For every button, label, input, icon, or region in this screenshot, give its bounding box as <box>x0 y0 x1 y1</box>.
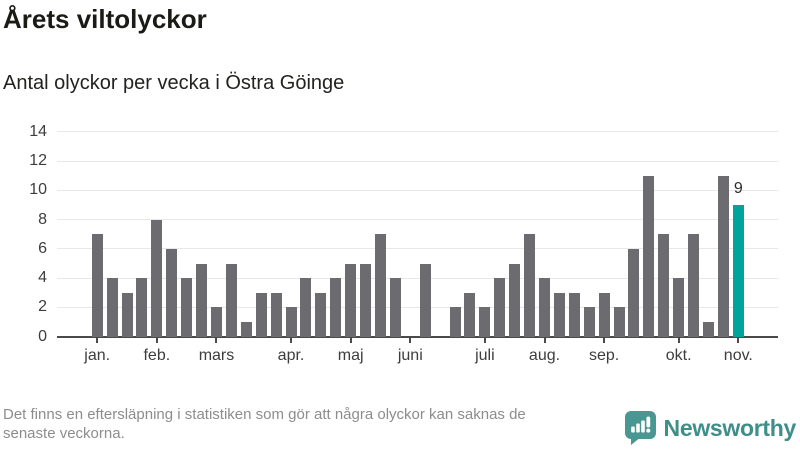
bar <box>553 292 565 337</box>
x-axis-tick <box>409 337 412 343</box>
bar <box>539 278 550 337</box>
x-axis-tick <box>215 337 218 343</box>
newsworthy-wordmark: Newsworthy <box>663 414 797 441</box>
bar <box>240 322 252 337</box>
x-axis-tick <box>483 337 486 343</box>
y-axis-tick-label: 14 <box>29 122 47 140</box>
x-axis-month-label: nov. <box>723 346 753 364</box>
bar <box>524 234 536 337</box>
bar-chart: 0 2 4 6 8 10 12 14 jan. feb. mars apr. maj juni juli au… <box>0 118 800 380</box>
bar <box>136 278 148 337</box>
chart-subtitle: Antal olyckor per vecka i Östra Göinge <box>3 72 345 94</box>
bar <box>703 322 714 337</box>
bar <box>598 292 610 337</box>
footnote-line-2: senaste veckorna. <box>3 425 125 442</box>
y-axis-tick-label: 4 <box>38 269 47 287</box>
x-axis-month-label: aug. <box>528 346 561 364</box>
gridline <box>57 248 778 250</box>
gridline <box>57 219 778 221</box>
bar <box>688 234 700 337</box>
gridline <box>57 277 778 279</box>
bar <box>345 263 357 337</box>
x-axis-tick <box>737 337 740 343</box>
highlight-bar <box>732 204 744 337</box>
y-axis-tick-label: 2 <box>38 298 47 316</box>
x-axis-tick <box>543 337 546 343</box>
x-axis-month-label: mars <box>198 346 235 364</box>
x-axis-tick <box>349 337 352 343</box>
x-axis-month-label: jan. <box>84 346 111 364</box>
bar <box>583 307 595 337</box>
bar <box>374 234 386 337</box>
x-axis-tick <box>155 337 158 343</box>
bar <box>255 292 267 337</box>
bar <box>449 307 461 337</box>
bar <box>568 292 580 337</box>
bar <box>658 234 670 337</box>
page-title: Årets viltolyckor <box>3 4 207 34</box>
bar <box>330 278 342 337</box>
footnote: Det finns en eftersläpning i statistiken… <box>3 405 526 443</box>
x-axis-month-label: maj <box>337 346 364 364</box>
x-axis-tick <box>96 337 99 343</box>
gridline <box>57 131 778 133</box>
bar <box>285 307 297 337</box>
bar <box>479 307 491 337</box>
bar <box>210 307 222 337</box>
bar <box>151 219 163 337</box>
bar <box>270 292 282 337</box>
bar <box>300 278 312 337</box>
x-axis-tick <box>603 337 606 343</box>
bar <box>166 248 178 337</box>
x-axis-tick <box>677 337 680 343</box>
y-axis-tick-label: 0 <box>38 327 47 345</box>
bar <box>91 234 103 337</box>
bar <box>360 263 372 337</box>
x-axis-month-label: okt. <box>665 346 692 364</box>
x-axis-month-label: juli <box>475 346 495 364</box>
x-axis-month-label: feb. <box>143 346 171 364</box>
bar <box>181 278 193 337</box>
y-axis-tick-label: 12 <box>29 152 47 170</box>
gridline <box>57 189 778 191</box>
bar <box>717 175 729 337</box>
bar <box>494 278 506 337</box>
newsworthy-logo: Newsworthy <box>624 411 797 445</box>
bar <box>121 292 133 337</box>
footnote-line-1: Det finns en eftersläpning i statistiken… <box>3 406 526 423</box>
bar <box>643 175 655 337</box>
highlight-value-label: 9 <box>733 179 743 197</box>
gridline <box>57 160 778 162</box>
bar <box>389 278 401 337</box>
newsworthy-icon <box>624 411 656 445</box>
x-axis-tick <box>290 337 293 343</box>
x-axis-month-label: juni <box>397 346 423 364</box>
bar <box>315 292 327 337</box>
y-axis-tick-label: 10 <box>29 181 47 199</box>
x-axis-month-label: apr. <box>277 346 305 364</box>
y-axis-tick-label: 8 <box>38 210 47 228</box>
bar <box>628 248 640 337</box>
bar <box>196 263 208 337</box>
y-axis-tick-label: 6 <box>38 239 47 257</box>
bar <box>509 263 521 337</box>
x-axis-line <box>57 335 778 338</box>
bar <box>106 278 118 337</box>
gridline <box>57 306 778 308</box>
bar <box>673 278 685 337</box>
bar <box>613 307 625 337</box>
bar <box>419 263 431 337</box>
bar <box>464 292 476 337</box>
bar <box>225 263 237 337</box>
x-axis-month-label: sep. <box>589 346 620 364</box>
